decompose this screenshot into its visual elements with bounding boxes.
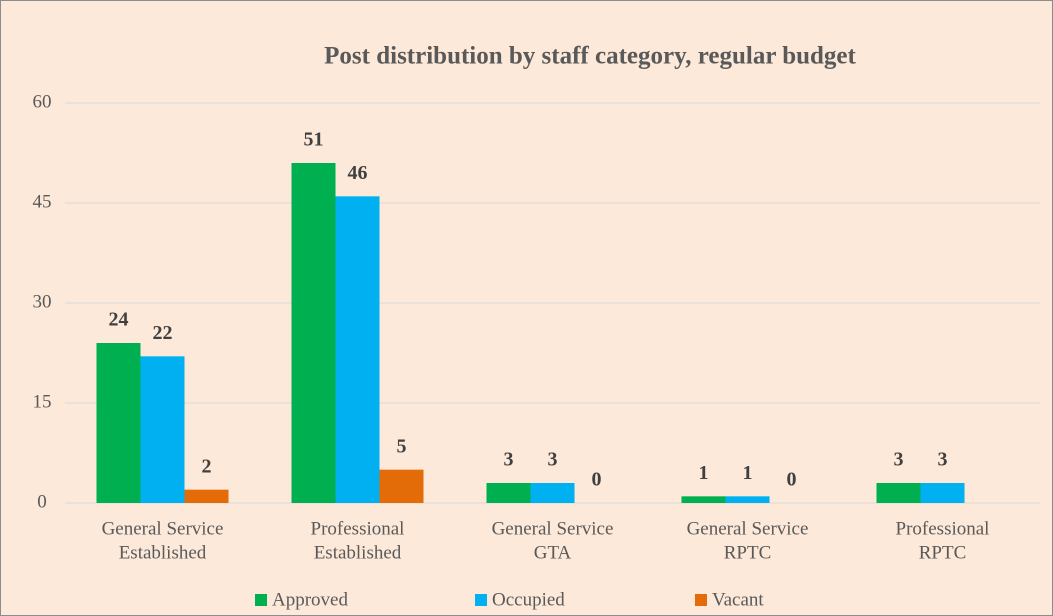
x-tick-label: Established	[119, 542, 207, 563]
y-tick-label: 45	[33, 191, 52, 212]
value-label: 3	[894, 449, 904, 471]
value-label: 3	[938, 449, 948, 471]
x-tick-label: Professional	[311, 518, 405, 539]
y-tick-label: 60	[33, 91, 52, 112]
value-label: 46	[348, 162, 368, 184]
x-tick-label: General Service	[687, 518, 809, 539]
legend-label: Approved	[272, 589, 348, 610]
x-tick-label: General Service	[492, 518, 614, 539]
y-tick-label: 30	[33, 291, 52, 312]
value-label: 22	[153, 322, 173, 344]
value-label: 51	[304, 129, 324, 151]
x-tick-label: RPTC	[919, 542, 967, 563]
bar	[920, 483, 965, 503]
x-tick-label: General Service	[102, 518, 224, 539]
bar	[486, 483, 531, 503]
bar	[876, 483, 921, 503]
bar	[379, 469, 424, 503]
value-label: 3	[548, 449, 558, 471]
legend-swatch	[475, 594, 487, 606]
x-tick-label: RPTC	[724, 542, 772, 563]
bar	[140, 356, 185, 503]
x-tick-label: Professional	[896, 518, 990, 539]
legend-label: Occupied	[492, 589, 565, 610]
value-label: 1	[743, 462, 753, 484]
x-tick-label: Established	[314, 542, 402, 563]
value-label: 5	[397, 435, 407, 457]
value-label: 24	[109, 309, 129, 331]
bar	[335, 196, 380, 504]
legend-swatch	[255, 594, 267, 606]
chart-title: Post distribution by staff category, reg…	[324, 43, 856, 70]
value-label: 1	[699, 462, 709, 484]
value-label: 3	[504, 449, 514, 471]
value-label: 0	[787, 469, 797, 491]
y-tick-label: 0	[37, 491, 47, 512]
value-label: 0	[592, 469, 602, 491]
legend-swatch	[695, 594, 707, 606]
bar	[725, 496, 770, 503]
bar	[530, 483, 575, 503]
bar	[681, 496, 726, 503]
legend-label: Vacant	[712, 589, 764, 610]
bar	[96, 343, 141, 503]
x-tick-label: GTA	[534, 542, 572, 563]
y-tick-label: 15	[33, 391, 52, 412]
bar	[291, 163, 336, 503]
bar	[184, 489, 229, 503]
value-label: 2	[202, 455, 212, 477]
